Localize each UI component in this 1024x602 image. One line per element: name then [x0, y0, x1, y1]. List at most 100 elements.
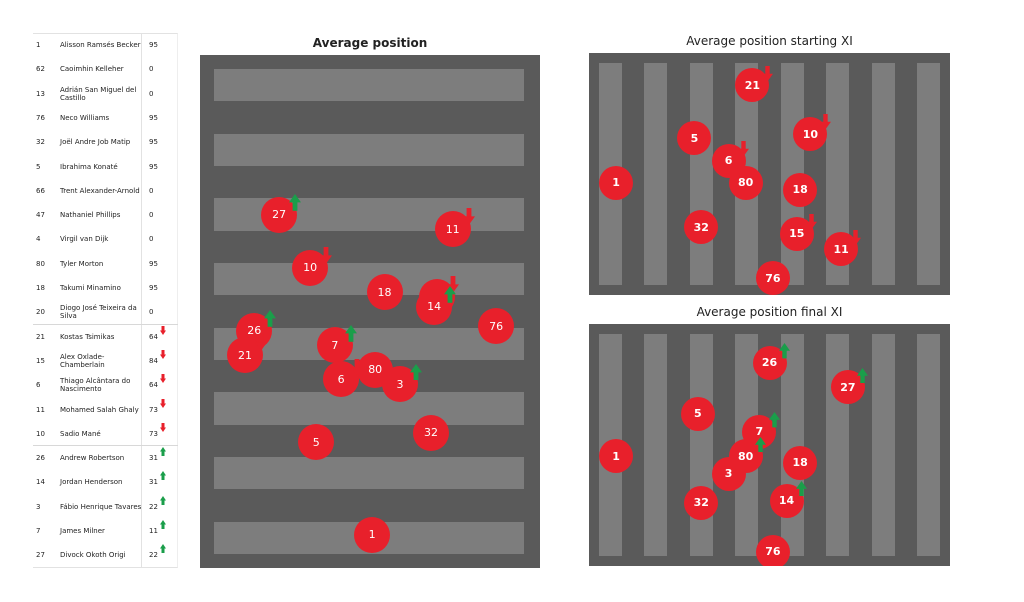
player-marker: 14 — [769, 483, 804, 518]
pitch-stripe — [917, 63, 941, 285]
pitch-stripe — [214, 69, 524, 102]
player-name: Alisson Ramsés Becker — [60, 41, 141, 49]
sub-on-arrow-icon — [264, 310, 277, 327]
minutes-played: 84 — [149, 356, 158, 365]
roster-row: 10 Sadio Mané 73 — [33, 422, 178, 446]
pitch-average-position: 271110181514762672180635321 — [200, 55, 540, 568]
pitch-stripe — [803, 334, 827, 556]
player-marker: 5 — [680, 396, 715, 431]
pitch-stripe — [621, 334, 645, 556]
player-marker: 18 — [783, 172, 818, 207]
chart-title-starting-xi: Average position starting XI — [686, 34, 853, 48]
roster-row: 14 Jordan Henderson 31 — [33, 470, 178, 494]
minutes-played: 0 — [149, 211, 154, 220]
sub-on-arrow-icon — [444, 285, 456, 303]
pitch-stripe — [644, 63, 668, 285]
player-name: Trent Alexander-Arnold — [60, 186, 140, 195]
sub-off-arrow-icon — [462, 208, 475, 226]
player-marker: 10 — [793, 117, 828, 152]
roster-row: 26 Andrew Robertson 31 — [33, 446, 178, 470]
player-marker: 3 — [382, 366, 418, 403]
roster-row: 21 Kostas Tsimikas 64 — [33, 325, 178, 349]
sub-off-arrow-icon — [806, 214, 818, 230]
player-marker: 3 — [711, 456, 746, 491]
pitch-stripe — [849, 63, 873, 285]
pitch-stripe — [917, 334, 941, 556]
shirt-number: 14 — [36, 478, 45, 487]
roster-row: 27 Divock Okoth Origi 22 — [33, 543, 178, 567]
shirt-number: 26 — [36, 454, 45, 463]
player-name: Diogo José Teixeira da Silva — [60, 304, 137, 321]
roster-row: 62 Caoimhin Kelleher 0 — [33, 57, 178, 81]
shirt-number: 20 — [36, 308, 45, 317]
sub-off-arrow-icon — [819, 114, 831, 130]
column-divider — [141, 33, 142, 568]
player-marker: 5 — [677, 121, 712, 156]
player-marker: 76 — [755, 534, 790, 566]
sub-on-arrow-icon — [344, 324, 357, 342]
shirt-number: 6 — [36, 381, 41, 390]
group-separator — [33, 323, 178, 325]
minutes-played: 64 — [149, 381, 158, 390]
roster-row: 7 James Milner 11 — [33, 519, 178, 543]
roster-table: 1 Alisson Ramsés Becker 95 62 Caoimhin Kelle… — [33, 33, 178, 568]
sub-on-arrow-icon — [857, 367, 869, 384]
sub-on-arrow-icon — [289, 193, 301, 211]
player-marker: 1 — [354, 516, 391, 553]
sub-off-arrow-icon — [351, 358, 363, 376]
player-marker: 21 — [735, 68, 770, 103]
shirt-number: 3 — [36, 502, 41, 511]
pitch-stripe — [826, 63, 850, 285]
roster-row: 47 Nathaniel Phillips 0 — [33, 203, 178, 227]
shirt-number: 15 — [36, 356, 45, 365]
player-name: Joël Andre Job Matip — [60, 138, 131, 147]
pitch-stripe — [689, 334, 714, 556]
minutes-played: 0 — [149, 308, 154, 317]
player-marker: 5 — [298, 424, 335, 461]
player-marker: 18 — [783, 445, 818, 480]
pitch-starting-xi: 21 5 10 6 80 1 18 32 15 11 76 — [589, 53, 950, 295]
roster-row: 6 Thiago Alcântara do Nascimento 64 — [33, 373, 178, 397]
pitch-stripe — [667, 334, 691, 556]
pitch-stripe — [214, 392, 524, 426]
shirt-number: 5 — [36, 162, 41, 171]
player-marker: 26 — [752, 345, 787, 380]
minutes-played: 0 — [149, 235, 154, 244]
sub-off-arrow-icon — [761, 65, 773, 82]
chart-title-final-xi: Average position final XI — [696, 305, 843, 319]
shirt-number: 10 — [36, 429, 45, 438]
roster-frame — [33, 33, 178, 568]
player-name: Andrew Robertson — [60, 454, 125, 463]
player-name: Neco Williams — [60, 113, 110, 122]
sub-off-arrow-icon — [320, 247, 332, 264]
player-name: Caoimhin Kelleher — [60, 65, 124, 74]
pitch-final-xi: 26 27 5 7 1 80 18 3 32 14 76 — [589, 324, 950, 566]
player-name: Tyler Morton — [60, 259, 104, 268]
player-marker: 1 — [599, 165, 634, 200]
player-marker: 32 — [413, 414, 449, 451]
player-name: Adrián San Miguel del Castillo — [60, 85, 137, 102]
pitch-stripe — [871, 334, 896, 556]
roster-row: 4 Virgil van Dijk 0 — [33, 227, 178, 251]
player-marker: 76 — [755, 261, 790, 295]
minutes-played: 95 — [149, 259, 158, 268]
player-marker: 1 — [599, 439, 634, 474]
minutes-played: 0 — [149, 65, 154, 74]
player-marker: 27 — [261, 196, 298, 233]
minutes-played: 95 — [149, 113, 158, 122]
pitch-stripe — [826, 334, 850, 556]
player-marker: 18 — [366, 274, 403, 311]
roster-row: 32 Joël Andre Job Matip 95 — [33, 130, 178, 154]
player-name: Jordan Henderson — [60, 478, 123, 487]
minutes-played: 22 — [149, 551, 158, 560]
shirt-number: 4 — [36, 235, 41, 244]
sub-on-arrow-icon — [409, 363, 422, 381]
player-marker: 27 — [830, 370, 865, 405]
pitch-stripe — [621, 63, 645, 285]
shirt-number: 62 — [36, 65, 45, 74]
player-marker: 7 — [316, 327, 353, 364]
minutes-played: 11 — [149, 527, 158, 535]
shirt-number: 32 — [36, 138, 45, 147]
roster-row: 15 Alex Oxlade-Chamberlain 84 — [33, 349, 178, 373]
pitch-stripe — [689, 63, 714, 285]
